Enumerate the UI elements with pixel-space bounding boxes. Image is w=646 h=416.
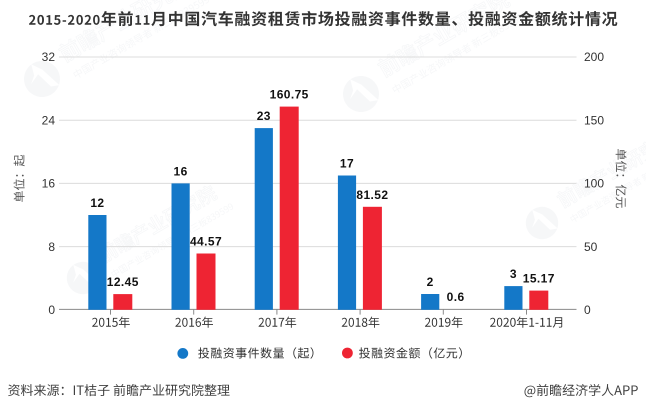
svg-text:2: 2 bbox=[427, 275, 434, 289]
svg-text:23: 23 bbox=[257, 109, 271, 123]
svg-text:16: 16 bbox=[42, 177, 56, 191]
svg-text:17: 17 bbox=[340, 157, 354, 171]
svg-text:44.57: 44.57 bbox=[190, 235, 222, 249]
svg-text:100: 100 bbox=[584, 177, 604, 191]
svg-text:3: 3 bbox=[510, 267, 517, 281]
svg-text:0.6: 0.6 bbox=[447, 290, 465, 304]
svg-text:200: 200 bbox=[584, 50, 604, 64]
svg-text:15.17: 15.17 bbox=[523, 272, 555, 286]
svg-text:0: 0 bbox=[584, 303, 591, 317]
svg-text:81.52: 81.52 bbox=[356, 188, 388, 202]
svg-text:16: 16 bbox=[174, 165, 188, 179]
svg-text:8: 8 bbox=[48, 240, 55, 254]
svg-text:24: 24 bbox=[42, 113, 56, 127]
svg-text:12: 12 bbox=[90, 196, 104, 210]
svg-text:150: 150 bbox=[584, 113, 604, 127]
svg-text:12.45: 12.45 bbox=[107, 275, 139, 289]
svg-text:32: 32 bbox=[42, 50, 56, 64]
svg-text:50: 50 bbox=[584, 240, 598, 254]
svg-text:160.75: 160.75 bbox=[270, 88, 309, 102]
svg-text:0: 0 bbox=[48, 303, 55, 317]
